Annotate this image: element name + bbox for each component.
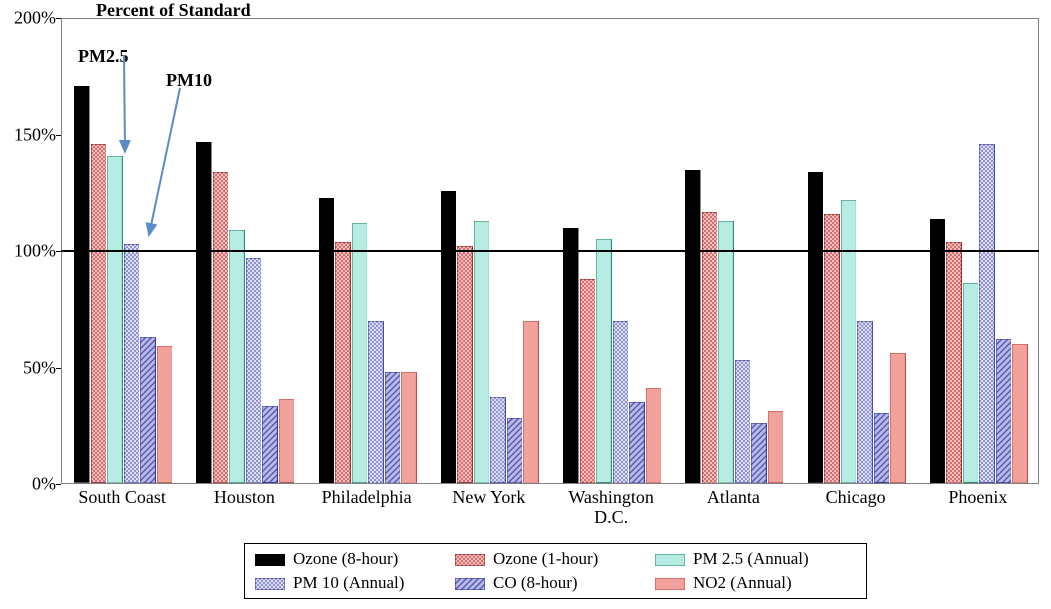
bar-co8: [874, 413, 889, 483]
y-tick-label: 0%: [6, 474, 56, 495]
bar-pm25: [229, 230, 244, 483]
bar-no2: [646, 388, 661, 483]
y-tick-mark: [56, 18, 61, 19]
bar-ozone1: [702, 212, 717, 483]
legend-swatch: [655, 577, 685, 589]
x-category-label: Chicago: [795, 488, 917, 508]
bar-no2: [523, 321, 538, 483]
x-category-label: South Coast: [61, 488, 183, 508]
x-category-label: WashingtonD.C.: [550, 488, 672, 528]
bar-co8: [262, 406, 277, 483]
x-category-label: Atlanta: [672, 488, 794, 508]
bar-pm10: [979, 144, 994, 483]
x-category-label: Philadelphia: [306, 488, 428, 508]
legend-swatch: [655, 553, 685, 565]
bar-no2: [890, 353, 905, 483]
legend-item-pm10: PM 10 (Annual): [255, 571, 455, 595]
y-tick-label: 50%: [6, 357, 56, 378]
callout-label: PM2.5: [78, 46, 128, 67]
bar-pm10: [368, 321, 383, 483]
bar-co8: [385, 372, 400, 483]
callout-label: PM10: [166, 70, 212, 91]
legend-label: Ozone (8-hour): [293, 549, 398, 569]
bar-pm25: [352, 223, 367, 483]
y-tick-label: 200%: [6, 8, 56, 29]
bar-pm10: [857, 321, 872, 483]
bar-no2: [401, 372, 416, 483]
bar-co8: [507, 418, 522, 483]
bar-no2: [157, 346, 172, 483]
chart-container: Percent of Standard 0%50%100%1: [0, 0, 1051, 609]
y-tick-mark: [56, 135, 61, 136]
legend-label: CO (8-hour): [493, 573, 578, 593]
legend-label: PM 10 (Annual): [293, 573, 404, 593]
bar-pm25: [718, 221, 733, 483]
y-tick-mark: [56, 368, 61, 369]
bar-pm10: [735, 360, 750, 483]
bar-ozone8: [74, 86, 89, 483]
bar-pm10: [246, 258, 261, 483]
bar-co8: [629, 402, 644, 483]
bar-co8: [751, 423, 766, 483]
bar-ozone1: [946, 242, 961, 483]
legend-swatch: [455, 577, 485, 589]
bar-ozone8: [685, 170, 700, 483]
bar-pm10: [613, 321, 628, 483]
legend-item-pm25: PM 2.5 (Annual): [655, 547, 855, 571]
bar-ozone8: [930, 219, 945, 483]
x-category-label: Phoenix: [917, 488, 1039, 508]
bar-ozone8: [563, 228, 578, 483]
legend-item-no2: NO2 (Annual): [655, 571, 855, 595]
bar-no2: [768, 411, 783, 483]
bar-ozone1: [335, 242, 350, 483]
legend-swatch: [255, 577, 285, 589]
bar-pm25: [107, 156, 122, 483]
bar-co8: [996, 339, 1011, 483]
bar-pm25: [963, 283, 978, 483]
legend-item-ozone8: Ozone (8-hour): [255, 547, 455, 571]
bar-pm10: [490, 397, 505, 483]
legend-swatch: [455, 553, 485, 565]
legend-label: PM 2.5 (Annual): [693, 549, 809, 569]
bar-no2: [1012, 344, 1027, 483]
legend-label: Ozone (1-hour): [493, 549, 598, 569]
bar-pm25: [474, 221, 489, 483]
y-tick-mark: [56, 484, 61, 485]
legend: Ozone (8-hour) Ozone (1-hour) PM 2.5 (Annu…: [244, 543, 867, 599]
legend-item-co8: CO (8-hour): [455, 571, 655, 595]
y-tick-label: 150%: [6, 124, 56, 145]
bar-ozone1: [91, 144, 106, 483]
bar-pm25: [841, 200, 856, 483]
y-tick-label: 100%: [6, 241, 56, 262]
x-category-label: Houston: [183, 488, 305, 508]
legend-swatch: [255, 553, 285, 565]
bar-ozone8: [441, 191, 456, 483]
bar-co8: [140, 337, 155, 483]
bar-ozone1: [824, 214, 839, 483]
bar-ozone8: [196, 142, 211, 483]
bar-ozone1: [213, 172, 228, 483]
x-category-label: New York: [428, 488, 550, 508]
bar-ozone8: [319, 198, 334, 483]
bar-ozone1: [580, 279, 595, 483]
bar-no2: [279, 399, 294, 483]
bar-ozone1: [457, 246, 472, 483]
bar-ozone8: [808, 172, 823, 483]
legend-item-ozone1: Ozone (1-hour): [455, 547, 655, 571]
bar-pm10: [124, 244, 139, 483]
reference-line-100: [61, 250, 1039, 252]
legend-label: NO2 (Annual): [693, 573, 792, 593]
bar-pm25: [596, 239, 611, 483]
